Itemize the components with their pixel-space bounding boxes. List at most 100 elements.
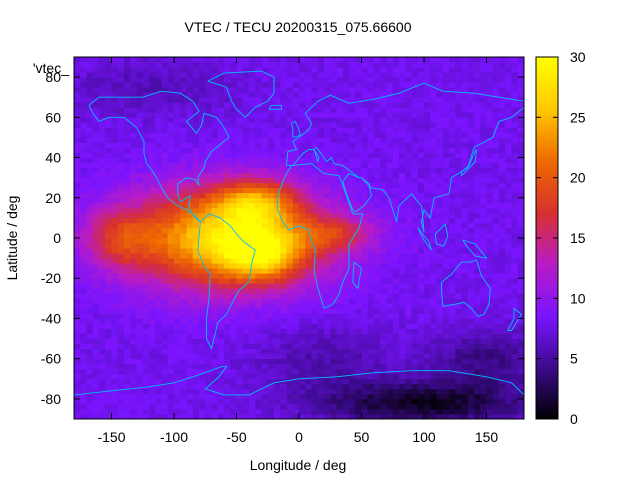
heatmap-cell bbox=[449, 363, 456, 370]
heatmap-cell bbox=[117, 408, 125, 415]
heatmap-cell bbox=[136, 348, 144, 355]
heatmap-cell bbox=[199, 212, 206, 219]
heatmap-cell bbox=[211, 303, 219, 309]
heatmap-cell bbox=[149, 177, 156, 184]
heatmap-cell bbox=[174, 127, 181, 133]
heatmap-cell bbox=[224, 293, 231, 299]
heatmap-cell bbox=[430, 92, 437, 98]
heatmap-cell bbox=[142, 132, 150, 138]
heatmap-cell bbox=[186, 318, 194, 324]
heatmap-cell bbox=[199, 303, 206, 309]
heatmap-cell bbox=[374, 147, 381, 153]
heatmap-cell bbox=[92, 333, 100, 339]
heatmap-cell bbox=[486, 227, 494, 234]
heatmap-cell bbox=[136, 147, 144, 153]
heatmap-cell bbox=[249, 333, 256, 339]
heatmap-cell bbox=[305, 268, 312, 274]
heatmap-cell bbox=[86, 248, 94, 254]
heatmap-cell bbox=[505, 308, 512, 314]
heatmap-cell bbox=[442, 142, 450, 148]
heatmap-cell bbox=[317, 142, 325, 148]
heatmap-cell bbox=[274, 383, 281, 390]
heatmap-cell bbox=[186, 132, 194, 138]
heatmap-cell bbox=[399, 283, 406, 289]
heatmap-cell bbox=[380, 57, 387, 63]
heatmap-cell bbox=[249, 363, 256, 370]
heatmap-cell bbox=[392, 328, 400, 334]
heatmap-cell bbox=[342, 303, 350, 309]
heatmap-cell bbox=[255, 323, 262, 329]
heatmap-cell bbox=[505, 348, 512, 355]
heatmap-cell bbox=[280, 283, 287, 289]
heatmap-cell bbox=[455, 202, 462, 209]
heatmap-cell bbox=[336, 283, 344, 289]
heatmap-cell bbox=[142, 333, 150, 339]
heatmap-cell bbox=[417, 182, 425, 189]
heatmap-cell bbox=[449, 172, 456, 179]
heatmap-cell bbox=[336, 293, 344, 299]
heatmap-cell bbox=[199, 368, 206, 375]
heatmap-cell bbox=[449, 212, 456, 219]
heatmap-cell bbox=[349, 398, 356, 405]
heatmap-cell bbox=[442, 147, 450, 153]
heatmap-cell bbox=[92, 308, 100, 314]
heatmap-cell bbox=[155, 192, 162, 199]
heatmap-cell bbox=[199, 57, 206, 63]
heatmap-cell bbox=[167, 82, 175, 88]
heatmap-cell bbox=[386, 67, 394, 73]
heatmap-cell bbox=[430, 278, 437, 284]
heatmap-cell bbox=[242, 187, 250, 194]
heatmap-cell bbox=[149, 338, 156, 344]
heatmap-cell bbox=[111, 413, 119, 420]
heatmap-cell bbox=[492, 263, 500, 269]
heatmap-cell bbox=[205, 217, 212, 224]
heatmap-cell bbox=[292, 408, 300, 415]
heatmap-cell bbox=[130, 207, 137, 214]
heatmap-cell bbox=[486, 388, 494, 395]
heatmap-cell bbox=[205, 82, 212, 88]
heatmap-cell bbox=[411, 82, 419, 88]
heatmap-cell bbox=[392, 313, 400, 319]
heatmap-cell bbox=[274, 388, 281, 395]
heatmap-cell bbox=[174, 338, 181, 344]
heatmap-cell bbox=[124, 313, 131, 319]
heatmap-cell bbox=[142, 298, 150, 304]
heatmap-cell bbox=[424, 398, 431, 405]
heatmap-cell bbox=[349, 222, 356, 229]
heatmap-cell bbox=[124, 147, 131, 153]
heatmap-cell bbox=[399, 298, 406, 304]
heatmap-cell bbox=[74, 353, 81, 360]
heatmap-cell bbox=[292, 92, 300, 98]
heatmap-cell bbox=[174, 373, 181, 380]
heatmap-cell bbox=[417, 127, 425, 133]
heatmap-cell bbox=[336, 273, 344, 279]
heatmap-cell bbox=[374, 187, 381, 194]
heatmap-cell bbox=[436, 107, 444, 113]
heatmap-cell bbox=[230, 157, 237, 163]
heatmap-cell bbox=[105, 222, 112, 229]
heatmap-cell bbox=[255, 127, 262, 133]
heatmap-cell bbox=[205, 227, 212, 234]
heatmap-cell bbox=[411, 212, 419, 219]
heatmap-cell bbox=[436, 187, 444, 194]
heatmap-cell bbox=[180, 97, 187, 103]
heatmap-cell bbox=[130, 162, 137, 169]
heatmap-cell bbox=[499, 152, 506, 158]
heatmap-cell bbox=[192, 217, 200, 224]
heatmap-cell bbox=[92, 187, 100, 194]
heatmap-cell bbox=[74, 243, 81, 249]
heatmap-cell bbox=[230, 253, 237, 259]
heatmap-cell bbox=[255, 298, 262, 304]
heatmap-cell bbox=[467, 333, 475, 339]
heatmap-cell bbox=[111, 57, 119, 63]
heatmap-cell bbox=[174, 217, 181, 224]
heatmap-cell bbox=[286, 142, 294, 148]
heatmap-cell bbox=[255, 363, 262, 370]
heatmap-cell bbox=[230, 57, 237, 63]
heatmap-cell bbox=[192, 57, 200, 63]
heatmap-cell bbox=[161, 212, 169, 219]
heatmap-cell bbox=[92, 243, 100, 249]
heatmap-cell bbox=[249, 383, 256, 390]
heatmap-cell bbox=[430, 137, 437, 143]
heatmap-cell bbox=[74, 197, 81, 204]
